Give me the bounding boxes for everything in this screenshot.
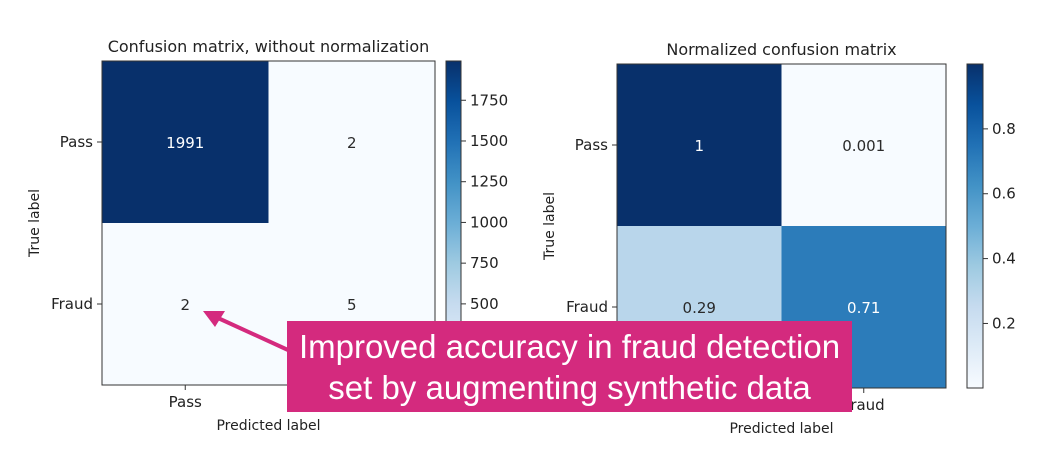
- left-cell-label-0-1: 2: [347, 134, 357, 152]
- left-x-axis-label: Predicted label: [216, 418, 320, 434]
- annotation-line-1: Improved accuracy in fraud detection: [298, 328, 841, 365]
- left-colorbar-tick-label-0: 500: [470, 295, 499, 313]
- right-cell-label-0-0: 1: [694, 137, 704, 155]
- right-xtick-label-1: Fraud: [843, 396, 885, 414]
- left-y-axis-label: True label: [27, 189, 43, 258]
- right-colorbar-tick-label-0: 0.2: [992, 314, 1016, 332]
- annotation-line-2: set by augmenting synthetic data: [328, 369, 811, 406]
- annotation-arrow-line: [216, 316, 290, 352]
- annotation-callout: Improved accuracy in fraud detection set…: [287, 321, 852, 412]
- left-xtick-label-0: Pass: [169, 393, 202, 411]
- left-chart-title: Confusion matrix, without normalization: [108, 37, 430, 56]
- right-cell-0-0: [617, 64, 782, 226]
- left-colorbar-tick-label-3: 1250: [470, 173, 508, 191]
- right-ytick-label-0: Pass: [575, 136, 608, 154]
- right-cell-label-0-1: 0.001: [842, 137, 885, 155]
- left-colorbar-tick-label-5: 1750: [470, 91, 508, 109]
- right-colorbar: [966, 63, 984, 389]
- right-colorbar-tick-label-3: 0.8: [992, 120, 1016, 138]
- left-colorbar-tick-label-4: 1500: [470, 132, 508, 150]
- left-colorbar-tick-label-1: 750: [470, 254, 499, 272]
- right-cell-label-1-1: 0.71: [847, 299, 880, 317]
- right-ytick-label-1: Fraud: [566, 298, 608, 316]
- left-cell-label-0-0: 1991: [166, 134, 204, 152]
- right-x-axis-label: Predicted label: [729, 421, 833, 437]
- left-plot-frame: [101, 60, 436, 386]
- left-ytick-label-1: Fraud: [51, 295, 93, 313]
- left-cell-label-1-0: 2: [180, 296, 190, 314]
- right-chart-title: Normalized confusion matrix: [666, 40, 896, 59]
- right-colorbar-tick-label-2: 0.6: [992, 185, 1016, 203]
- left-colorbar-tick-label-2: 1000: [470, 213, 508, 231]
- left-cell-label-1-1: 5: [347, 296, 357, 314]
- right-y-axis-label: True label: [542, 192, 558, 261]
- annotation-arrow-head: [203, 311, 225, 327]
- right-cell-0-1: [781, 64, 946, 226]
- right-colorbar-tick-label-1: 0.4: [992, 250, 1016, 268]
- left-cell-0-0: [102, 61, 269, 223]
- right-cell-label-1-0: 0.29: [683, 299, 716, 317]
- left-cell-0-1: [268, 61, 435, 223]
- left-ytick-label-0: Pass: [60, 133, 93, 151]
- left-cell-1-0: [102, 223, 269, 385]
